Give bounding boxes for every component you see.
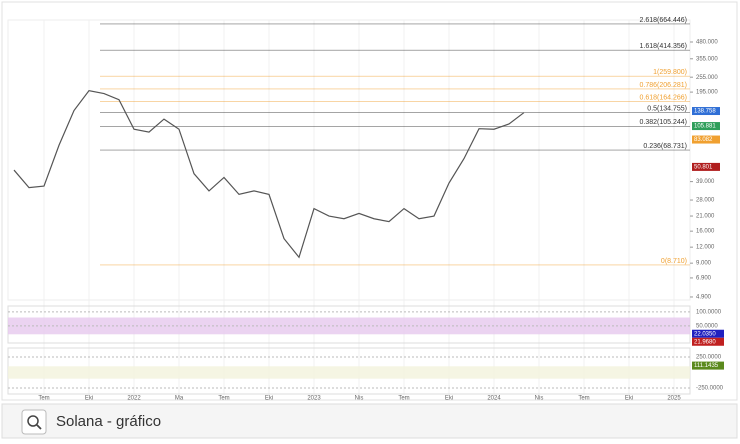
y-tick-label: 28.000 — [696, 198, 715, 204]
x-tick-label: 2023 — [307, 396, 321, 402]
fib-label: 0.236(68.731) — [643, 143, 687, 150]
fib-label: 0(8.710) — [661, 258, 687, 265]
x-tick-label: 2025 — [667, 396, 681, 402]
zoom-icon-handle — [36, 424, 42, 430]
fib-label: 2.618(664.446) — [640, 17, 687, 24]
x-tick-label: Tem — [398, 396, 409, 402]
fib-label: 1.618(414.356) — [640, 43, 687, 50]
y-tick-label: 21.000 — [696, 214, 715, 220]
plot-area — [7, 19, 691, 301]
x-tick-label: Eki — [445, 396, 453, 402]
indicator-tag-label: 111.1435 — [694, 363, 719, 369]
zoom-icon — [27, 415, 39, 427]
x-tick-label: Eki — [85, 396, 93, 402]
x-tick-label: Eki — [625, 396, 633, 402]
price-tag-label: 50.801 — [694, 164, 713, 170]
fib-label: 1(259.800) — [653, 69, 687, 76]
caption: Solana - gráfico — [56, 413, 161, 430]
y-tick-label: 100.0000 — [696, 309, 722, 315]
indicator-tag-label: 21.9680 — [694, 339, 716, 345]
fib-label: 0.786(206.281) — [640, 82, 687, 89]
indicator-tag — [692, 361, 724, 370]
fib-label: 0.618(164.266) — [640, 94, 687, 101]
fib-label: 0.382(105.244) — [640, 119, 687, 126]
x-tick-label: 2024 — [487, 396, 501, 402]
price-tag-label: 138.758 — [694, 109, 716, 115]
x-tick-label: Tem — [218, 396, 229, 402]
y-tick-label: 355.000 — [696, 56, 718, 62]
y-tick-label: 195.000 — [696, 90, 718, 96]
indicator-tag — [692, 337, 724, 346]
indicator-tag-label: 22.0350 — [694, 331, 716, 337]
y-tick-label: 255.000 — [696, 75, 718, 81]
x-tick-label: Tem — [38, 396, 49, 402]
y-tick-label: 12.000 — [696, 245, 715, 251]
x-tick-label: 2022 — [127, 396, 141, 402]
y-tick-label: 250.0000 — [696, 355, 722, 361]
price-tag — [692, 122, 720, 131]
x-tick-label: Tem — [578, 396, 589, 402]
x-tick-label: Nis — [535, 396, 544, 402]
y-tick-label: 9.000 — [696, 261, 712, 267]
x-tick-label: Nis — [355, 396, 364, 402]
y-tick-label: 480.000 — [696, 40, 718, 46]
price-tag — [692, 135, 720, 144]
y-tick-label: 39.000 — [696, 179, 715, 185]
y-tick-label: 50.0000 — [696, 323, 718, 329]
caption-bar — [1, 403, 738, 439]
y-tick-label: 16.000 — [696, 229, 715, 235]
price-tag — [692, 162, 720, 171]
price-line — [13, 90, 525, 259]
price-tag-label: 83.082 — [694, 137, 713, 143]
fib-label: 0.5(134.755) — [647, 105, 687, 112]
x-tick-label: Ma — [175, 396, 184, 402]
indicator-tag — [692, 329, 724, 338]
y-tick-label: 4.900 — [696, 295, 712, 301]
y-tick-label: 6.900 — [696, 276, 712, 282]
price-tag-label: 105.881 — [694, 124, 716, 130]
price-tag — [692, 107, 720, 116]
y-tick-label: -250.0000 — [696, 386, 724, 392]
zoom-button[interactable] — [21, 409, 47, 435]
x-tick-label: Eki — [265, 396, 273, 402]
panel-band — [8, 366, 690, 379]
chart-frame — [1, 1, 738, 401]
